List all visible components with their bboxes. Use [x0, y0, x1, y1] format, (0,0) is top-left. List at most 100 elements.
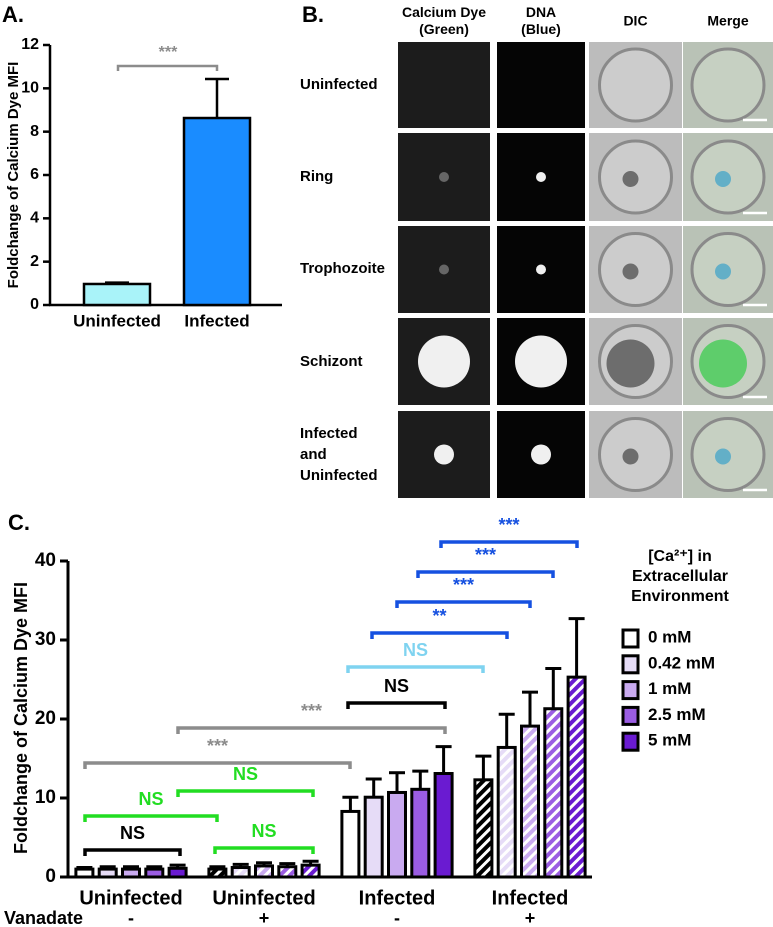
dna-signal	[531, 444, 551, 465]
column-header: (Green)	[419, 21, 469, 37]
x-sublabel: -	[394, 908, 400, 927]
significance-bracket	[83, 814, 219, 822]
legend-label: 1 mM	[648, 679, 691, 698]
column-header: Merge	[707, 13, 748, 29]
bar	[254, 864, 274, 879]
y-axis-label: Foldchange of Calcium Dye MFI	[5, 62, 22, 289]
significance-label: NS	[233, 764, 258, 784]
significance-label: **	[432, 606, 446, 626]
significance-bracket	[395, 600, 532, 608]
dye-signal	[439, 172, 449, 182]
row-label: Trophozoite	[300, 260, 385, 277]
bar	[433, 772, 454, 879]
bar	[566, 675, 587, 879]
legend-title: Extracellular	[632, 568, 728, 585]
x-tick-label: Uninfected	[79, 887, 182, 909]
x-tick-label: Infected	[359, 887, 436, 909]
significance-bracket	[116, 64, 219, 71]
significance-bracket	[439, 540, 579, 548]
parasite	[622, 263, 639, 280]
bar	[300, 863, 321, 879]
micrograph	[497, 42, 585, 128]
bar	[277, 865, 298, 879]
dye-signal	[439, 264, 449, 275]
significance-label: ***	[475, 545, 496, 565]
bar	[167, 866, 188, 879]
row-label: Schizont	[300, 353, 363, 370]
micrograph	[398, 42, 490, 128]
parasite	[715, 171, 731, 187]
bar	[74, 867, 95, 879]
legend-swatch	[621, 628, 640, 649]
dna-signal	[515, 335, 567, 388]
bar	[387, 790, 407, 879]
significance-bracket	[83, 761, 352, 769]
y-tick-label: 12	[21, 36, 39, 53]
significance-bracket	[346, 701, 447, 709]
significance-label: ***	[207, 736, 228, 756]
y-tick-label: 0	[30, 296, 39, 313]
y-tick-label: 10	[35, 787, 56, 808]
row-label: and	[300, 446, 327, 463]
y-tick-label: 4	[30, 210, 39, 227]
y-tick-label: 0	[45, 866, 56, 887]
bar	[496, 745, 517, 879]
significance-label: ***	[159, 44, 178, 61]
column-header: Calcium Dye	[402, 4, 486, 20]
significance-label: ***	[498, 515, 519, 535]
bar	[121, 867, 141, 879]
legend-label: 5 mM	[648, 731, 691, 750]
significance-bracket	[346, 665, 485, 673]
dna-signal	[536, 172, 546, 182]
significance-label: NS	[251, 821, 276, 841]
dye-signal	[418, 335, 470, 388]
column-header: DIC	[623, 13, 647, 29]
significance-label: ***	[301, 701, 322, 721]
cell-outline	[598, 47, 673, 123]
legend-swatch	[621, 731, 640, 752]
bar	[207, 867, 228, 879]
legend-title: [Ca²⁺] in	[648, 548, 712, 565]
x-sublabel: +	[259, 908, 270, 927]
cell-outline	[690, 47, 766, 123]
legend-label: 2.5 mM	[648, 705, 706, 724]
row-label: Infected	[300, 425, 358, 442]
column-header: (Blue)	[521, 21, 561, 37]
significance-bracket	[83, 848, 182, 856]
y-tick-label: 20	[35, 708, 56, 729]
dye-signal	[434, 444, 454, 465]
dna-signal	[536, 264, 546, 275]
legend-swatch	[621, 654, 640, 675]
x-tick-label: Uninfected	[73, 311, 161, 330]
bar	[473, 778, 494, 879]
y-tick-label: 40	[35, 550, 56, 571]
bar	[182, 116, 252, 307]
significance-label: ***	[453, 575, 474, 595]
significance-label: NS	[384, 676, 409, 696]
significance-bracket	[370, 631, 509, 639]
column-header: DNA	[526, 4, 556, 20]
bar	[144, 867, 165, 879]
bar	[543, 707, 564, 879]
y-tick-label: 8	[30, 123, 39, 140]
x-sublabel-title: Vanadate	[4, 908, 83, 927]
legend-swatch	[621, 705, 640, 726]
x-sublabel: +	[525, 908, 536, 927]
legend-label: 0.42 mM	[648, 653, 715, 672]
y-tick-label: 10	[21, 80, 39, 97]
bar	[340, 809, 361, 879]
bar	[410, 787, 431, 879]
parasite	[715, 448, 731, 465]
significance-bracket	[213, 846, 315, 854]
bar	[82, 282, 152, 307]
legend-label: 0 mM	[648, 627, 691, 646]
bar	[230, 866, 251, 879]
y-tick-label: 30	[35, 629, 56, 650]
parasite	[715, 263, 731, 280]
y-tick-label: 2	[30, 253, 39, 270]
y-tick-label: 6	[30, 166, 39, 183]
legend-title: Environment	[631, 588, 729, 605]
y-axis-label: Foldchange of Calcium Dye MFI	[11, 582, 31, 854]
panel-label: C.	[8, 510, 30, 535]
